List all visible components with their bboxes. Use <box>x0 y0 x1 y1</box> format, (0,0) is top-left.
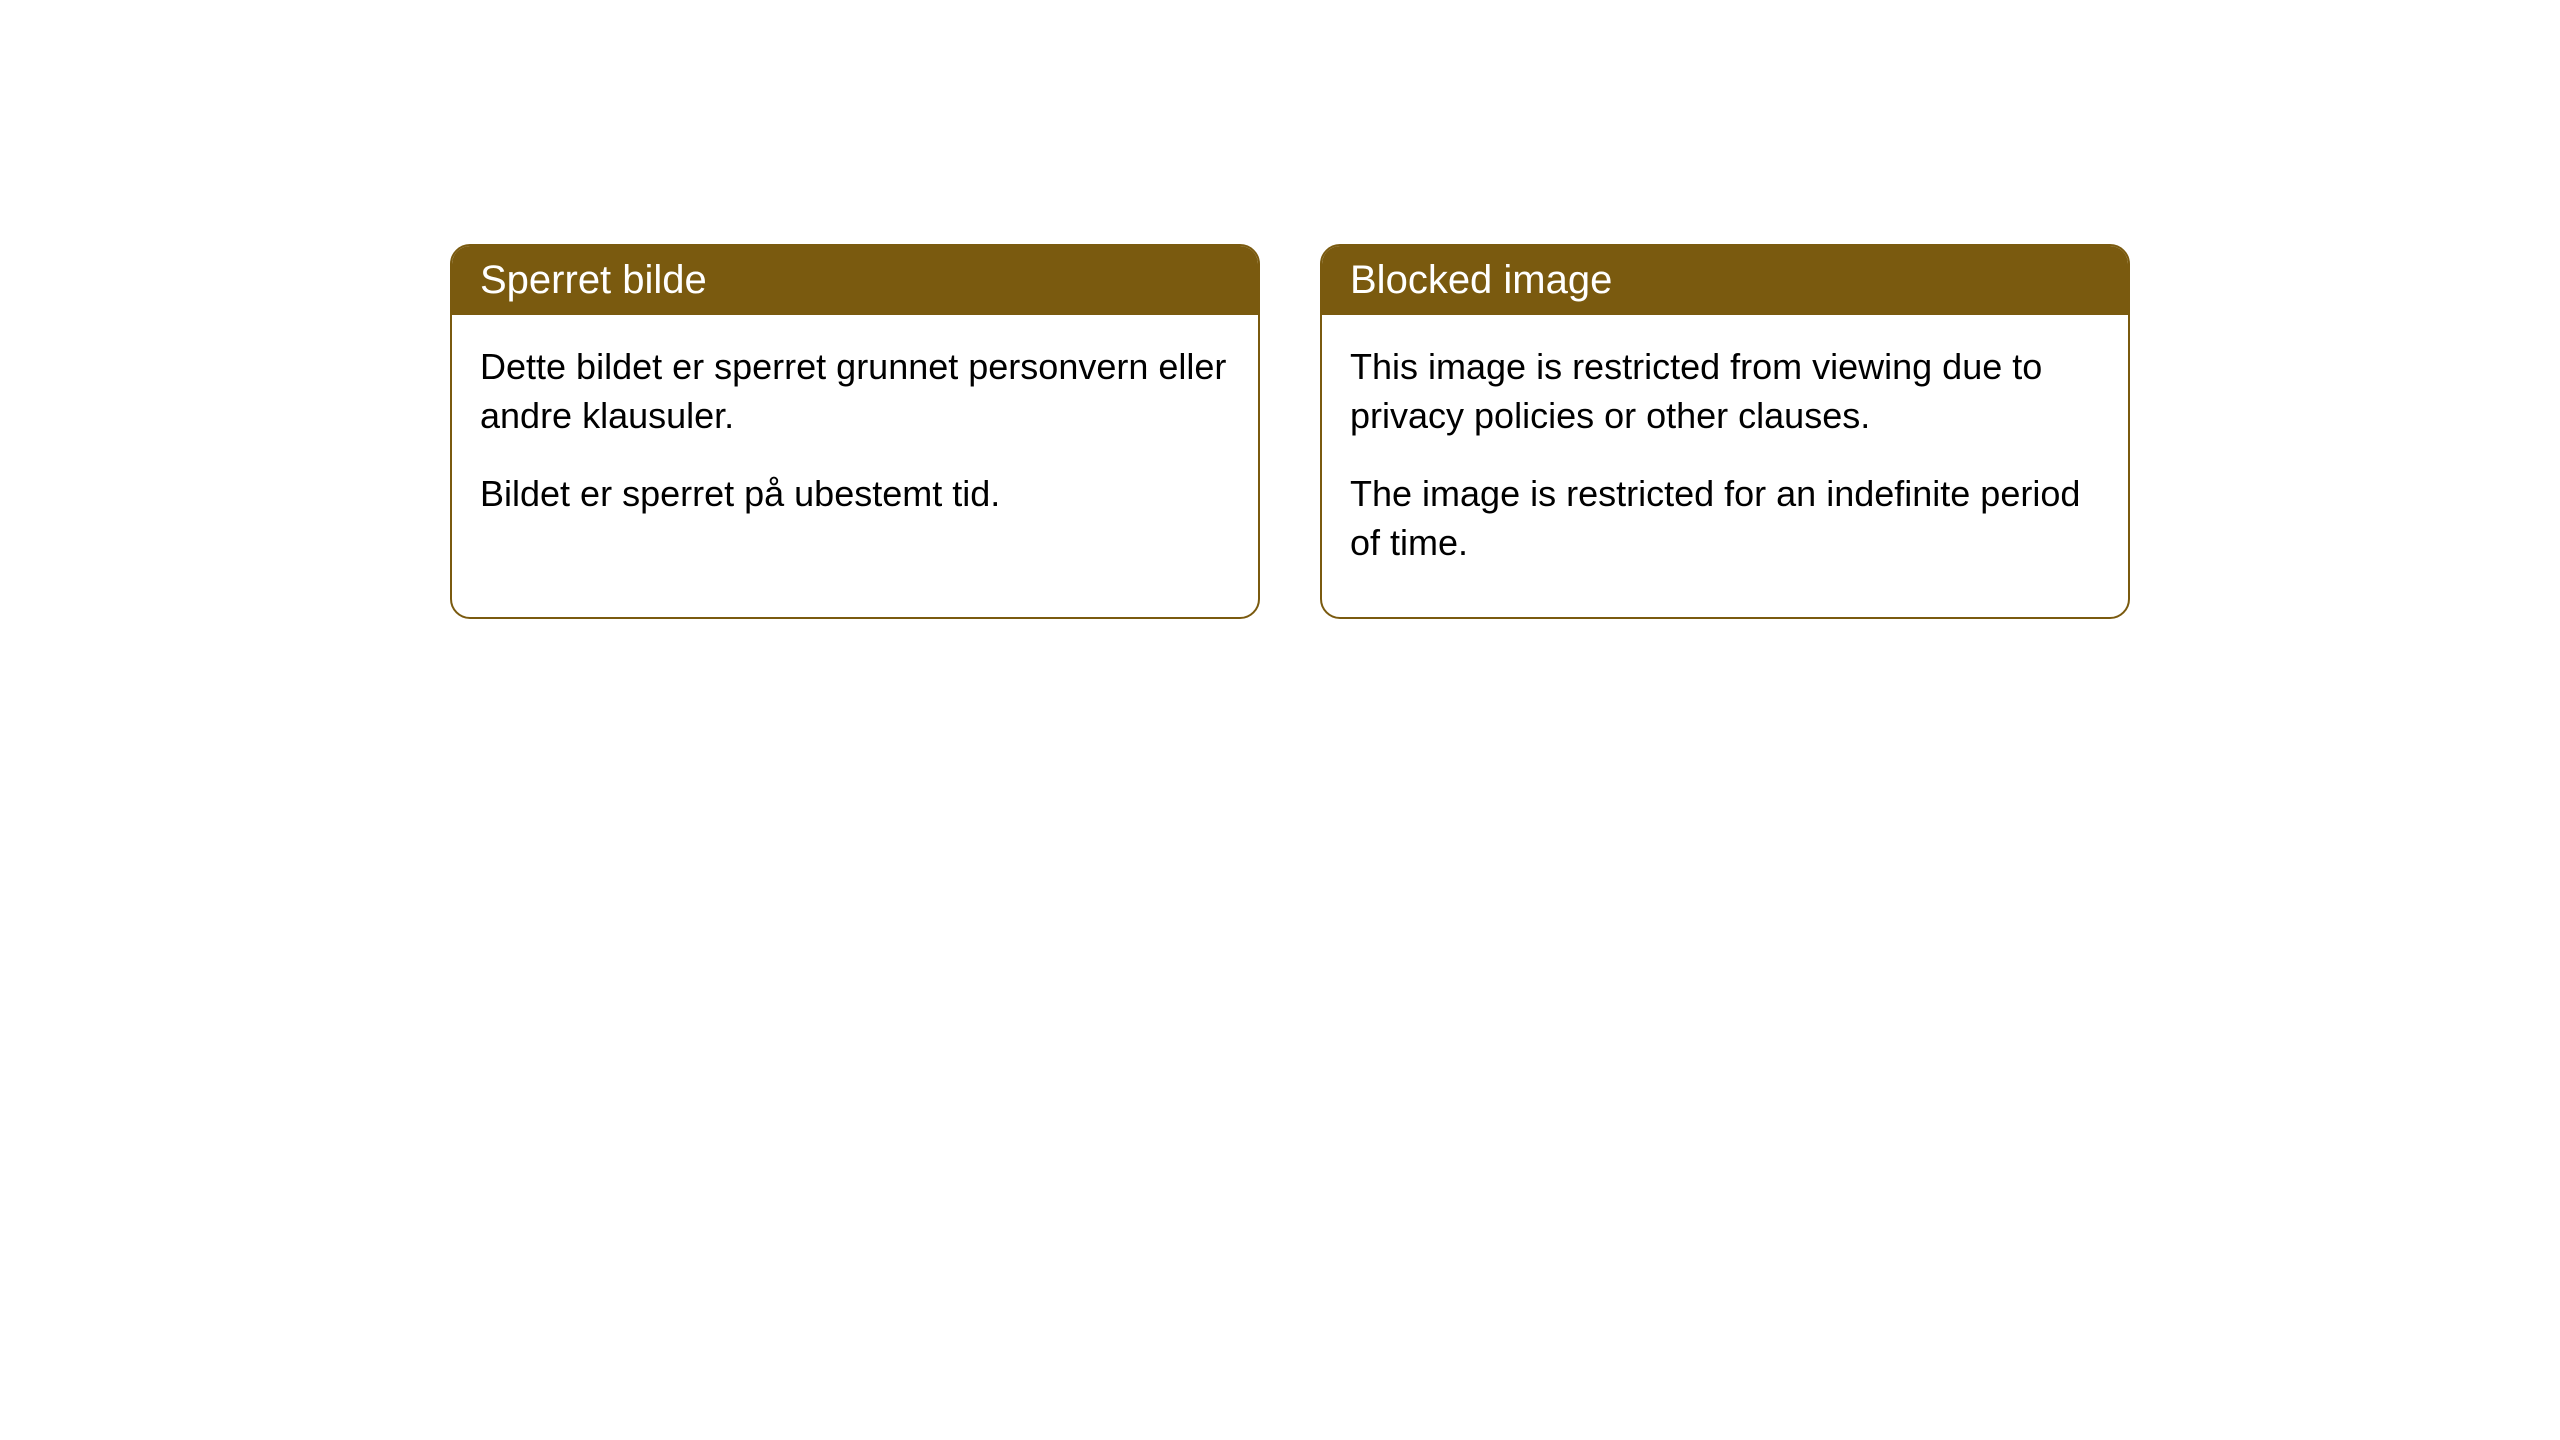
card-header-norwegian: Sperret bilde <box>452 246 1258 315</box>
card-title: Sperret bilde <box>480 258 707 302</box>
card-paragraph: Bildet er sperret på ubestemt tid. <box>480 470 1230 519</box>
blocked-image-card-english: Blocked image This image is restricted f… <box>1320 244 2130 619</box>
card-body-norwegian: Dette bildet er sperret grunnet personve… <box>452 315 1258 569</box>
card-paragraph: Dette bildet er sperret grunnet personve… <box>480 343 1230 440</box>
card-header-english: Blocked image <box>1322 246 2128 315</box>
card-paragraph: The image is restricted for an indefinit… <box>1350 470 2100 567</box>
blocked-image-card-norwegian: Sperret bilde Dette bildet er sperret gr… <box>450 244 1260 619</box>
card-title: Blocked image <box>1350 258 1612 302</box>
card-paragraph: This image is restricted from viewing du… <box>1350 343 2100 440</box>
card-body-english: This image is restricted from viewing du… <box>1322 315 2128 617</box>
notice-container: Sperret bilde Dette bildet er sperret gr… <box>0 0 2560 619</box>
